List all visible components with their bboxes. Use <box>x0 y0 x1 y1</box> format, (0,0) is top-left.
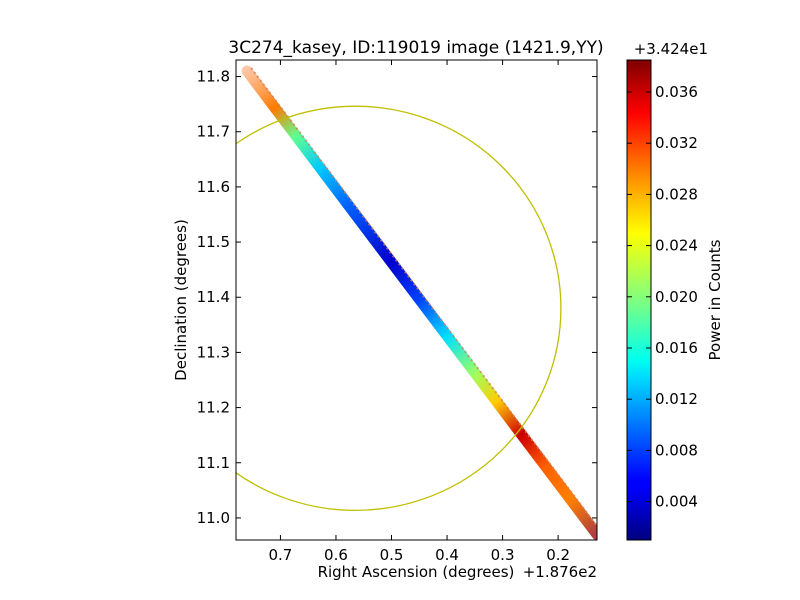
x-axis-label: Right Ascension (degrees) <box>318 563 515 581</box>
y-tick-label: 11.1 <box>197 454 230 472</box>
x-tick-label: 0.4 <box>435 546 459 564</box>
y-tick-label: 11.4 <box>197 288 230 306</box>
colorbar-tick-label: 0.028 <box>655 185 698 203</box>
y-tick-label: 11.0 <box>197 509 230 527</box>
colorbar-tick-label: 0.024 <box>655 237 698 255</box>
x-tick-label: 0.3 <box>491 546 515 564</box>
y-tick-label: 11.5 <box>197 233 230 251</box>
y-axis-ticks: 11.0 11.1 11.2 11.3 11.4 11.5 11.6 11.7 11.8 <box>197 68 597 527</box>
x-tick-label: 0.7 <box>269 546 293 564</box>
y-tick-label: 11.7 <box>197 123 230 141</box>
colorbar-tick-label: 0.016 <box>655 339 698 357</box>
colorbar <box>626 59 652 541</box>
x-offset-text: +1.876e2 <box>523 563 597 581</box>
stripe-edge <box>250 67 597 528</box>
y-axis-label: Declination (degrees) <box>172 219 190 381</box>
x-tick-label: 0.6 <box>324 546 348 564</box>
x-tick-label: 0.2 <box>546 546 570 564</box>
plot-frame <box>235 59 598 541</box>
emission-stripe <box>241 65 597 540</box>
y-tick-label: 11.2 <box>197 399 230 417</box>
colorbar-label: Power in Counts <box>706 239 724 360</box>
colorbar-tick-label: 0.032 <box>655 134 698 152</box>
colorbar-ticks: 0.004 0.008 0.012 0.016 0.020 0.024 0.028 0.032… <box>627 83 698 511</box>
y-tick-label: 11.6 <box>197 178 230 196</box>
colorbar-offset-text: +3.424e1 <box>634 40 708 58</box>
x-tick-label: 0.5 <box>380 546 404 564</box>
y-tick-label: 11.8 <box>197 68 230 86</box>
plot-content <box>236 65 597 540</box>
colorbar-tick-label: 0.020 <box>655 288 698 306</box>
x-axis-ticks: 0.7 0.6 0.5 0.4 0.3 0.2 <box>269 60 570 564</box>
colorbar-tick-label: 0.004 <box>655 493 698 511</box>
y-tick-label: 11.3 <box>197 343 230 361</box>
colorbar-tick-label: 0.036 <box>655 83 698 101</box>
chart-title: 3C274_kasey, ID:119019 image (1421.9,YY) <box>228 38 603 58</box>
beam-circle <box>236 105 562 511</box>
colorbar-tick-label: 0.012 <box>655 390 698 408</box>
colorbar-tick-label: 0.008 <box>655 441 698 459</box>
